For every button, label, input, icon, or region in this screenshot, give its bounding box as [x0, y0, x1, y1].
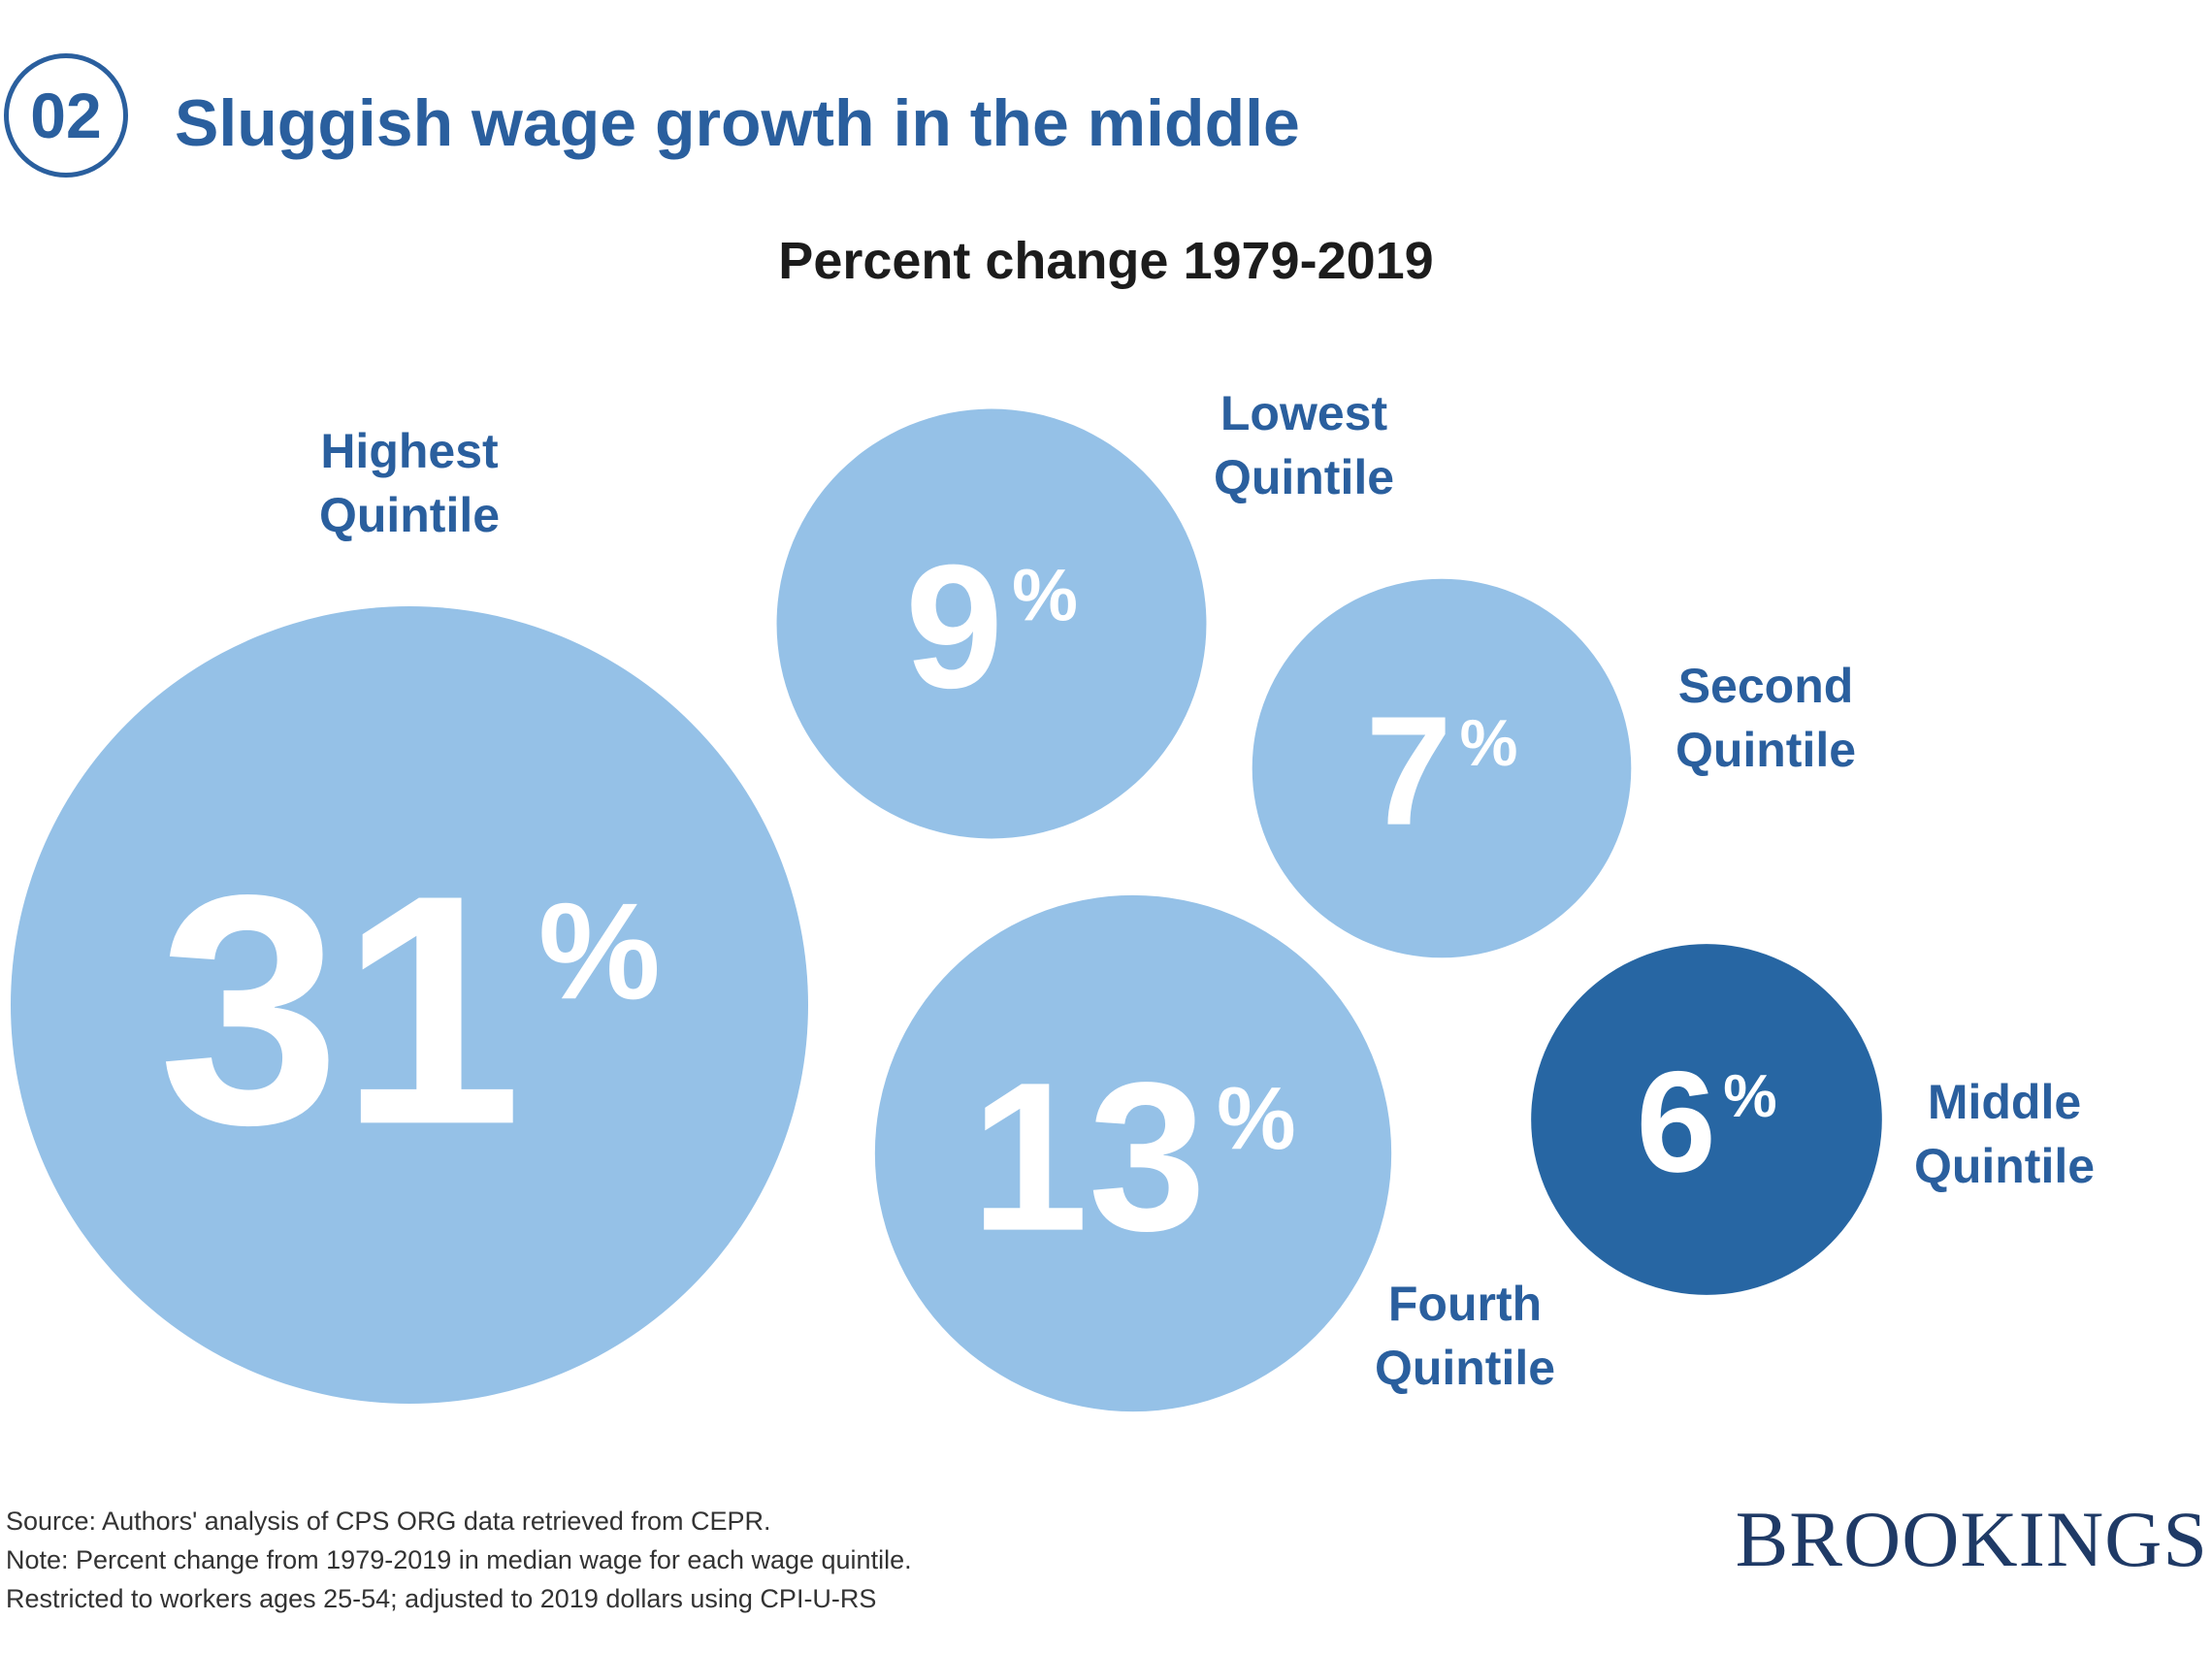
- lowest-label-line: Lowest: [1220, 386, 1388, 440]
- middle-label-line: Middle: [1928, 1075, 2081, 1129]
- lowest-quintile-label: Lowest Quintile: [1214, 386, 1394, 504]
- second-label-line: Quintile: [1675, 723, 1856, 777]
- highest-quintile-value: 31%: [158, 827, 661, 1192]
- lowest-label-line: Quintile: [1214, 450, 1394, 504]
- second-label-line: Second: [1678, 659, 1854, 713]
- section-number-badge: 02: [4, 53, 128, 178]
- method-note: Note: Percent change from 1979-2019 in m…: [6, 1545, 912, 1574]
- restriction-note: Restricted to workers ages 25-54; adjust…: [6, 1584, 877, 1613]
- lowest-value-unit: %: [1012, 554, 1078, 636]
- highest-value-number: 31: [158, 827, 522, 1192]
- fourth-quintile-bubble: [874, 894, 1392, 1412]
- chart-title: Percent change 1979-2019: [778, 232, 1434, 290]
- fourth-quintile-value: 13%: [970, 1039, 1295, 1276]
- fourth-label-line: Fourth: [1388, 1277, 1542, 1331]
- highest-label-line: Highest: [320, 424, 499, 478]
- lowest-quintile-value: 9%: [905, 529, 1078, 725]
- second-value-number: 7: [1366, 684, 1452, 858]
- second-quintile-bubble: [1252, 578, 1632, 958]
- highest-quintile-bubble: [11, 606, 808, 1404]
- middle-quintile-label: Middle Quintile: [1914, 1075, 2095, 1193]
- fourth-label-line: Quintile: [1375, 1341, 1555, 1395]
- highest-quintile-label: Highest Quintile: [319, 424, 500, 542]
- section-number: 02: [30, 80, 102, 151]
- page-title: Sluggish wage growth in the middle: [175, 86, 1300, 160]
- middle-value-number: 6: [1636, 1042, 1715, 1202]
- fourth-value-number: 13: [970, 1039, 1206, 1276]
- lowest-quintile-bubble: [776, 408, 1207, 839]
- middle-value-unit: %: [1723, 1063, 1776, 1130]
- footnotes: Source: Authors' analysis of CPS ORG dat…: [6, 1502, 912, 1618]
- brookings-logo: BROOKINGS: [1735, 1495, 2208, 1583]
- second-value-unit: %: [1460, 707, 1518, 780]
- second-quintile-value: 7%: [1366, 684, 1518, 858]
- source-note: Source: Authors' analysis of CPS ORG dat…: [6, 1507, 771, 1536]
- middle-label-line: Quintile: [1914, 1139, 2095, 1193]
- second-quintile-label: Second Quintile: [1675, 659, 1856, 777]
- fourth-quintile-label: Fourth Quintile: [1375, 1277, 1555, 1395]
- highest-value-unit: %: [538, 874, 661, 1027]
- middle-quintile-value: 6%: [1636, 1042, 1776, 1202]
- middle-quintile-bubble: [1531, 944, 1882, 1295]
- lowest-value-number: 9: [905, 529, 1003, 725]
- fourth-value-unit: %: [1217, 1070, 1296, 1169]
- highest-label-line: Quintile: [319, 488, 500, 542]
